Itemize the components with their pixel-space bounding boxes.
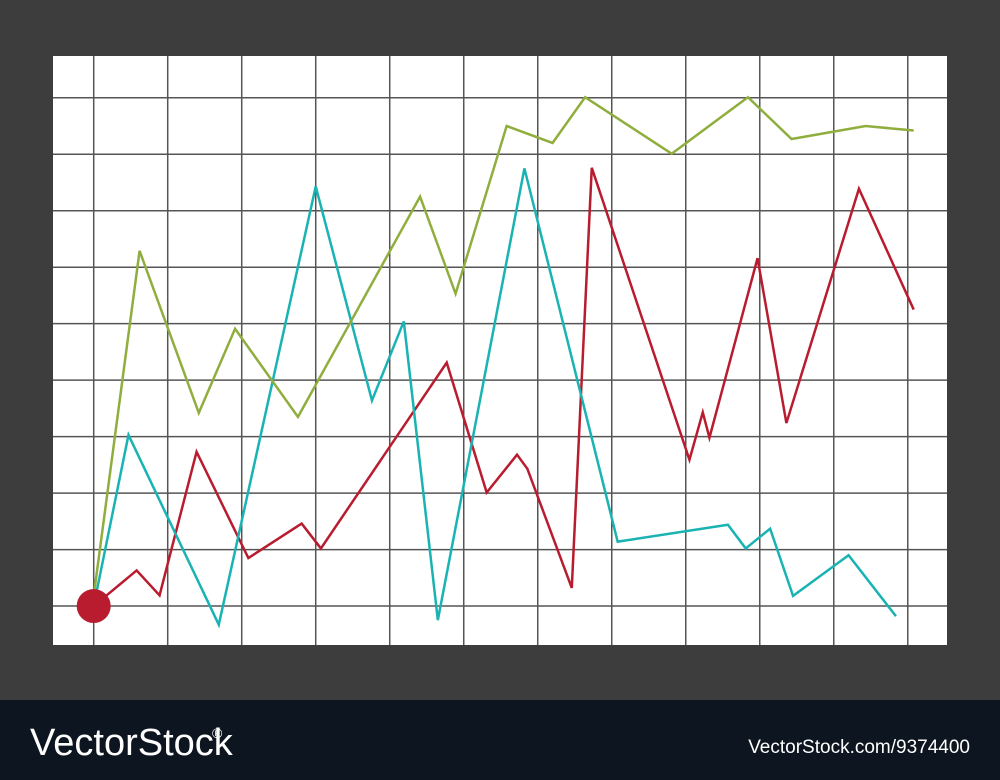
start-point [76, 589, 111, 624]
series-line [92, 168, 897, 629]
series-line [92, 95, 914, 597]
brand: VectorStock [30, 722, 234, 764]
url: VectorStock.com/9374400 [748, 737, 970, 758]
lines [76, 95, 915, 629]
grid [53, 56, 947, 645]
footer-bar [0, 700, 1000, 780]
series-line [92, 167, 915, 607]
brand-mark: ® [212, 725, 223, 741]
